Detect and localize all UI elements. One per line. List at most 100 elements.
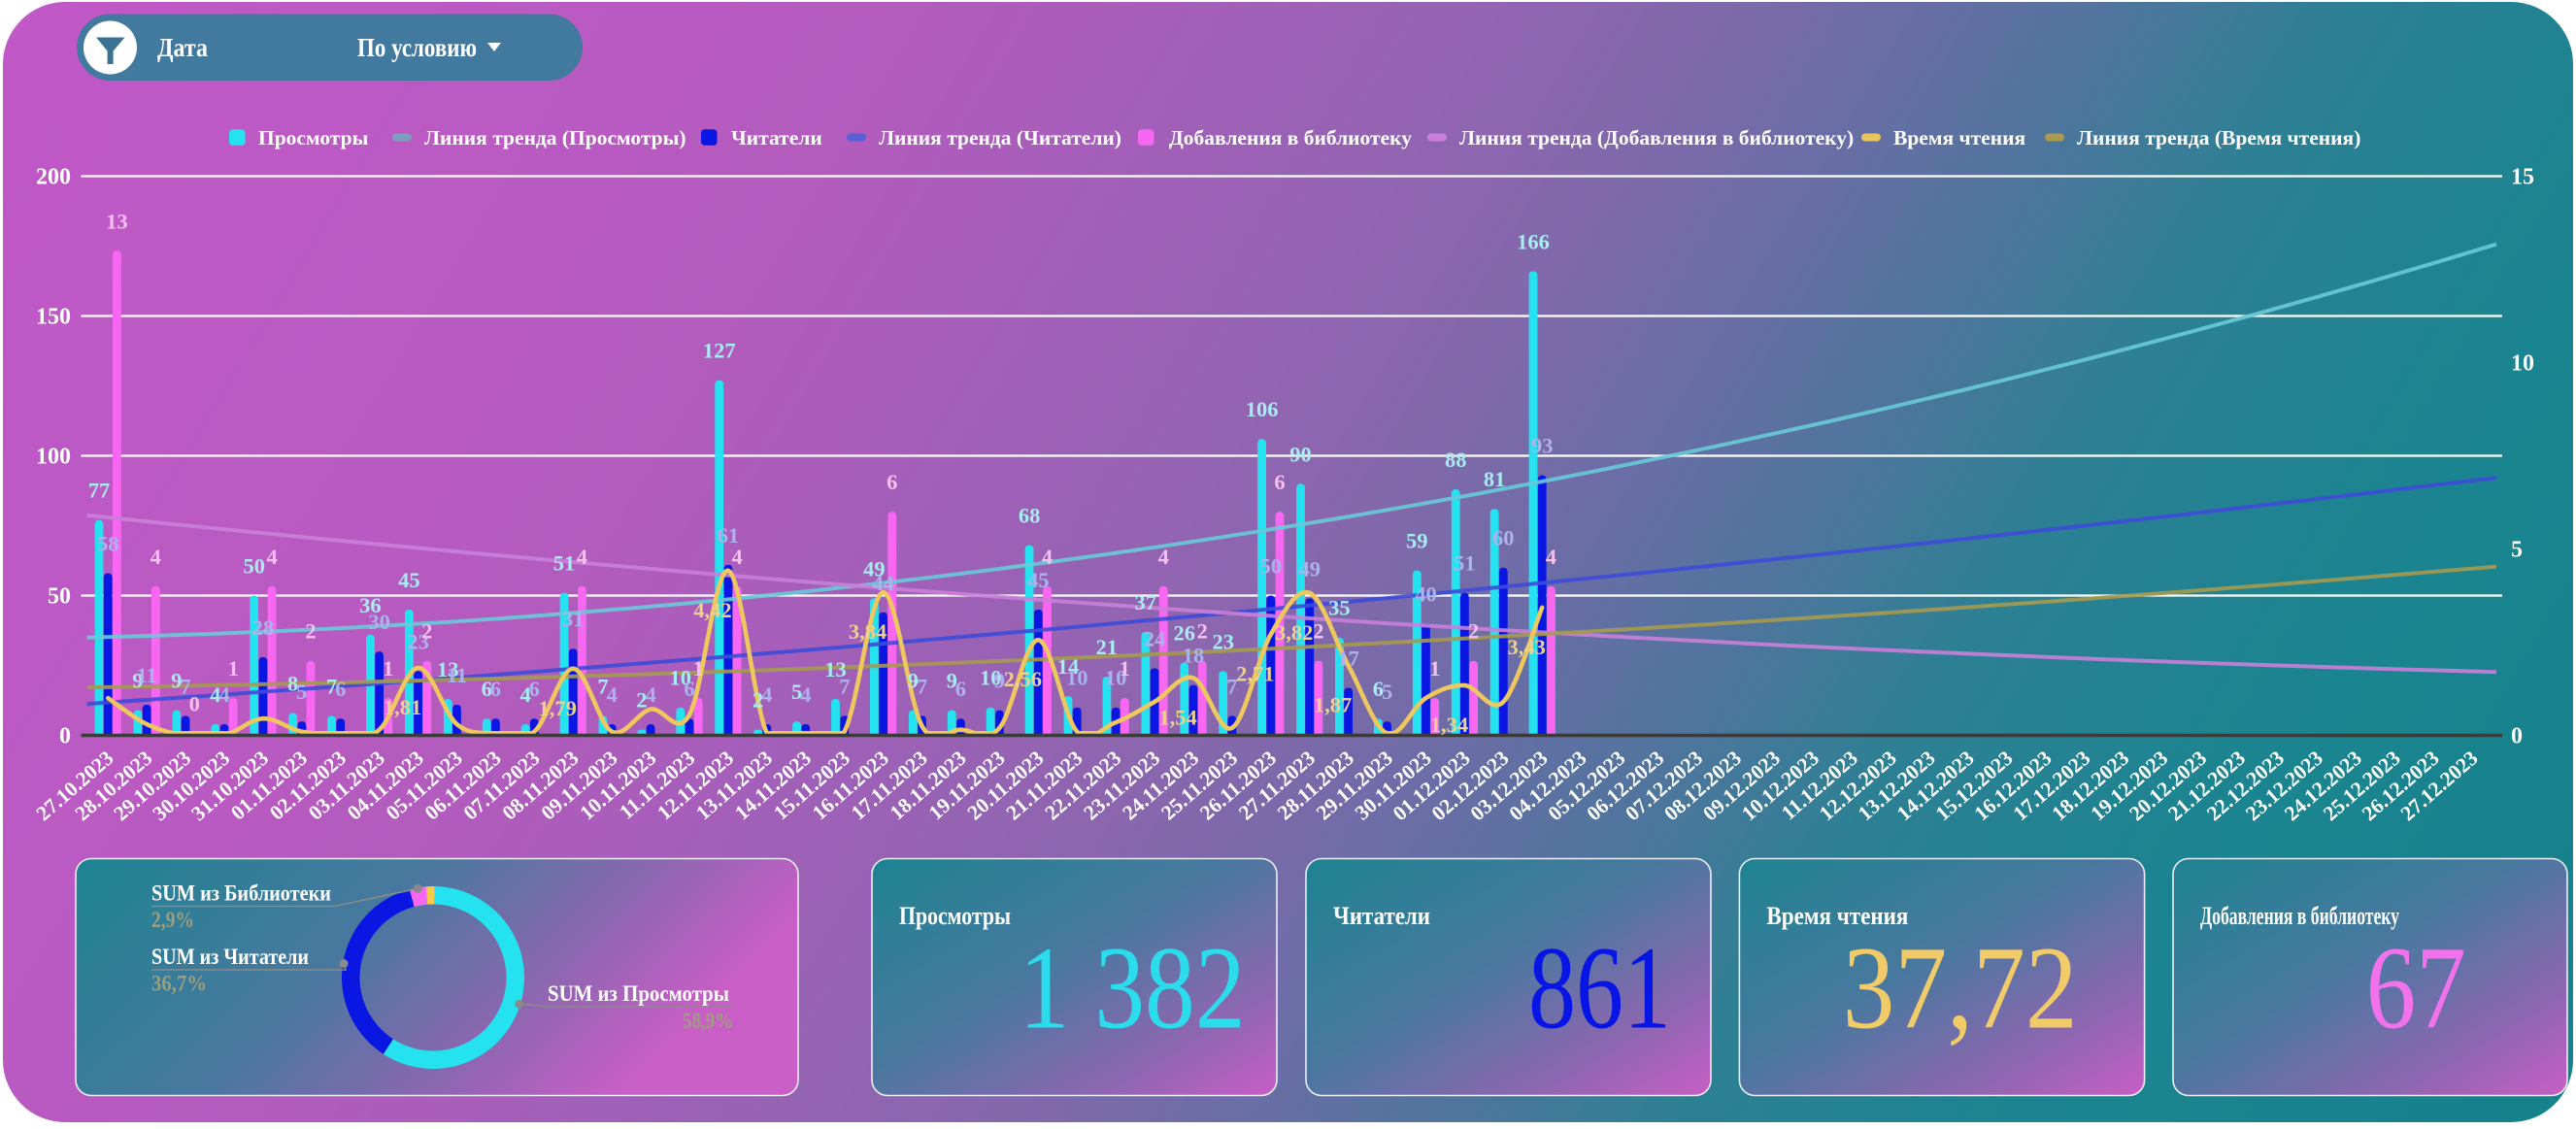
- svg-text:Читатели: Читатели: [1333, 902, 1430, 930]
- svg-text:0: 0: [2511, 724, 2523, 749]
- svg-text:4: 4: [800, 682, 811, 707]
- svg-text:13: 13: [437, 657, 459, 681]
- svg-text:1,34: 1,34: [1430, 713, 1468, 737]
- svg-text:2: 2: [1313, 619, 1323, 644]
- svg-text:Линия тренда (Читатели): Линия тренда (Читатели): [879, 126, 1121, 149]
- svg-text:36,7%: 36,7%: [151, 972, 207, 996]
- svg-text:Время чтения: Время чтения: [1766, 902, 1908, 930]
- svg-text:4: 4: [645, 682, 655, 707]
- svg-text:127: 127: [703, 339, 736, 363]
- svg-text:4: 4: [761, 682, 772, 707]
- svg-text:77: 77: [88, 479, 111, 503]
- svg-text:Линия тренда (Просмотры): Линия тренда (Просмотры): [424, 126, 686, 149]
- svg-text:10: 10: [2511, 351, 2534, 377]
- svg-text:1,79: 1,79: [539, 696, 577, 720]
- svg-text:6: 6: [1274, 470, 1285, 494]
- svg-text:31: 31: [562, 607, 585, 631]
- svg-text:SUM из Читатели: SUM из Читатели: [151, 945, 309, 969]
- svg-text:6: 6: [490, 677, 501, 701]
- svg-text:7: 7: [180, 674, 190, 698]
- svg-text:Дата: Дата: [157, 33, 208, 62]
- svg-text:68: 68: [1019, 504, 1041, 528]
- svg-text:10: 10: [670, 666, 692, 690]
- svg-text:4: 4: [1546, 545, 1556, 569]
- svg-text:51: 51: [1454, 551, 1476, 576]
- svg-text:По условию: По условию: [357, 33, 477, 62]
- svg-text:166: 166: [1517, 229, 1550, 253]
- svg-text:6: 6: [955, 677, 966, 701]
- svg-text:2: 2: [1197, 619, 1208, 644]
- svg-text:100: 100: [36, 445, 71, 470]
- svg-text:5: 5: [1382, 680, 1392, 704]
- svg-text:23: 23: [1212, 629, 1234, 653]
- svg-text:50: 50: [48, 584, 71, 610]
- svg-text:2: 2: [753, 688, 763, 713]
- svg-text:Добавления в библиотеку: Добавления в библиотеку: [1169, 126, 1412, 149]
- svg-text:2,56: 2,56: [1004, 667, 1042, 691]
- svg-text:2: 2: [421, 619, 432, 644]
- svg-text:Время чтения: Время чтения: [1893, 126, 2025, 149]
- svg-text:9: 9: [908, 669, 919, 693]
- svg-text:3,43: 3,43: [1508, 635, 1546, 659]
- svg-text:7: 7: [326, 674, 337, 698]
- svg-text:Просмотры: Просмотры: [258, 126, 369, 149]
- svg-text:8: 8: [287, 672, 298, 696]
- svg-text:2,71: 2,71: [1236, 661, 1274, 685]
- svg-text:11: 11: [447, 663, 467, 687]
- svg-text:6: 6: [1373, 677, 1384, 701]
- svg-text:7: 7: [597, 674, 608, 698]
- svg-text:51: 51: [553, 551, 576, 576]
- svg-text:45: 45: [1027, 568, 1050, 592]
- svg-text:50: 50: [1260, 554, 1283, 579]
- svg-text:37,72: 37,72: [1843, 923, 2078, 1054]
- svg-text:3,82: 3,82: [1275, 620, 1313, 645]
- svg-text:10: 10: [1105, 666, 1127, 690]
- svg-text:5: 5: [791, 680, 802, 704]
- svg-text:28: 28: [252, 615, 275, 640]
- svg-text:81: 81: [1484, 467, 1506, 491]
- svg-text:30: 30: [368, 610, 390, 634]
- svg-text:50: 50: [243, 554, 265, 579]
- svg-text:1: 1: [1429, 656, 1440, 681]
- svg-text:9: 9: [132, 669, 143, 693]
- svg-text:60: 60: [1492, 526, 1515, 550]
- svg-text:4: 4: [731, 545, 742, 569]
- svg-text:2: 2: [1468, 619, 1479, 644]
- svg-text:Просмотры: Просмотры: [899, 902, 1011, 930]
- svg-text:13: 13: [106, 209, 128, 233]
- svg-text:106: 106: [1246, 397, 1279, 421]
- svg-text:4: 4: [519, 682, 530, 707]
- svg-text:4: 4: [1042, 545, 1053, 569]
- svg-text:6: 6: [529, 677, 540, 701]
- svg-text:1,81: 1,81: [384, 695, 421, 719]
- svg-text:10: 10: [1066, 666, 1088, 690]
- svg-text:2: 2: [636, 688, 647, 713]
- svg-text:10: 10: [980, 666, 1002, 690]
- svg-text:7: 7: [917, 674, 927, 698]
- svg-text:200: 200: [36, 165, 71, 190]
- svg-text:Добавления в библиотеку: Добавления в библиотеку: [2200, 902, 2399, 930]
- svg-text:150: 150: [36, 305, 71, 330]
- svg-text:4,42: 4,42: [693, 598, 731, 622]
- svg-text:49: 49: [863, 556, 886, 581]
- svg-text:58,9%: 58,9%: [683, 1009, 733, 1033]
- svg-text:4: 4: [607, 682, 618, 707]
- svg-text:23: 23: [407, 629, 429, 653]
- svg-text:36: 36: [359, 593, 382, 617]
- svg-text:861: 861: [1528, 923, 1671, 1054]
- svg-text:24: 24: [1144, 626, 1166, 650]
- svg-text:Читатели: Читатели: [731, 126, 822, 149]
- svg-text:6: 6: [887, 470, 897, 494]
- svg-text:SUM из Просмотры: SUM из Просмотры: [548, 981, 729, 1006]
- svg-text:14: 14: [1057, 654, 1080, 679]
- svg-text:2,9%: 2,9%: [151, 908, 194, 932]
- svg-text:5: 5: [296, 680, 307, 704]
- svg-text:13: 13: [824, 657, 847, 681]
- svg-text:4: 4: [577, 545, 587, 569]
- svg-text:21: 21: [1096, 635, 1119, 659]
- svg-text:6: 6: [335, 677, 346, 701]
- svg-text:11: 11: [136, 663, 156, 687]
- svg-text:6: 6: [684, 677, 694, 701]
- svg-text:1,87: 1,87: [1314, 693, 1352, 717]
- svg-text:Линия тренда (Время чтения): Линия тренда (Время чтения): [2077, 126, 2360, 149]
